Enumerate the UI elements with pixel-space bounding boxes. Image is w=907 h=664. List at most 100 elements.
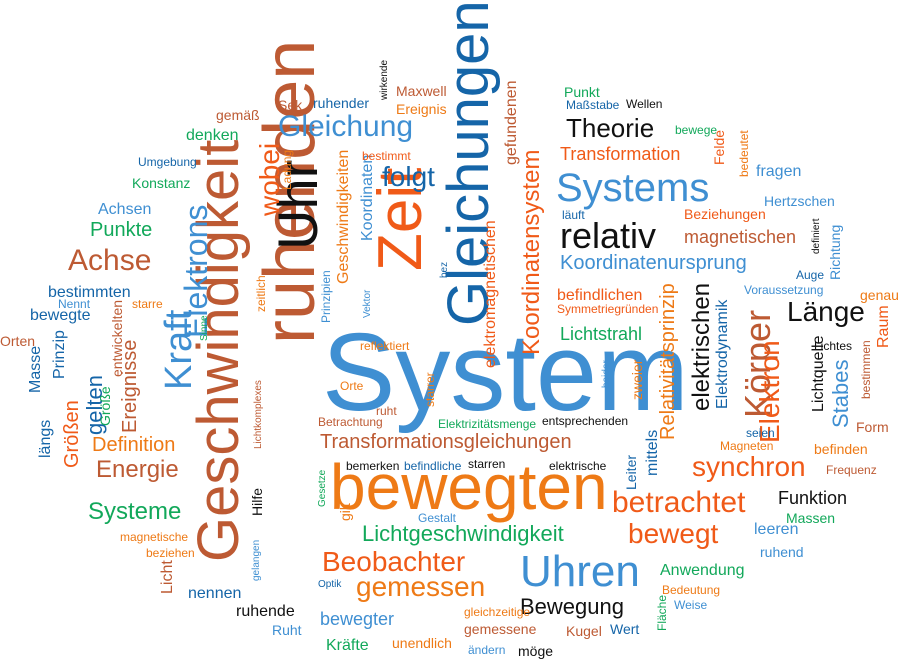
word-bestimmen: bestimmen [859,340,873,399]
word-gilt: gilt [337,502,353,521]
word-ruhende: ruhende [236,603,295,620]
word-zeitlich: zeitlich [254,274,268,312]
word-betrachtung: Betrachtung [318,415,383,429]
word-entwickelten: entwickelten [109,299,125,378]
word-bez: bez [439,261,450,279]
word-groessen: Größen [61,399,83,468]
word-magneten: Magneten [720,439,774,453]
word-beider: beider [601,359,612,388]
word-bestimmten: bestimmten [48,284,131,301]
word-punkt: Punkt [564,84,600,100]
word-wert: Wert [610,621,640,637]
word-lichtkomplexes: Lichtkomplexes [253,379,264,449]
word-reflektiert: reflektiert [360,339,410,353]
word-starren: starren [468,457,506,471]
word-beziehungen: Beziehungen [684,206,766,222]
word-ruht-capital: Ruht [272,622,302,638]
word-massstabe: Maßstabe [566,98,620,112]
word-bedeutet: bedeutet [737,129,751,177]
word-orten: Orten [0,333,36,349]
word-starrer: starrer [423,371,437,407]
word-gemaess: gemäß [216,107,260,123]
word-bewegter: bewegter [320,609,395,629]
word-bewegte: bewegte [30,307,91,324]
word-achse: Achse [68,244,152,277]
word-wirkende: wirkende [379,59,390,101]
word-ruhender: ruhender [313,95,370,111]
word-genau: genau [860,287,899,303]
word-laengs: längs [37,420,54,459]
word-betrachtet: betrachtet [612,486,746,519]
word-weise: Weise [674,598,708,612]
word-koordinatensystem: Koordinatensystem [518,149,545,356]
word-beziehen: beziehen [146,546,195,560]
word-fragen: fragen [756,163,802,180]
word-richtung: Richtung [827,224,843,281]
word-elektrizitaetsmenge: Elektrizitätsmenge [438,417,537,431]
word-punkte: Punkte [90,219,153,241]
word-orte: Orte [340,379,364,393]
word-synchron: synchron [692,451,806,482]
word-ladung: Ladung [280,149,294,191]
word-raum: Raum [875,304,892,348]
word-ruht: ruht [376,404,397,418]
word-systeme: Systeme [88,498,182,525]
word-hilfe: Hilfe [249,487,265,516]
word-befindlichen: befindlichen [557,287,643,304]
word-unendlich: unendlich [392,635,452,651]
word-kraefte: Kräfte [326,637,369,654]
word-frequenz: Frequenz [826,463,877,477]
word-optik: Optik [318,579,342,590]
word-groesse: Größe [97,385,113,426]
word-magnetische: magnetische [120,530,189,544]
word-befindliche: befindliche [404,459,462,473]
word-lichtgeschwindigkeit: Lichtgeschwindigkeit [362,521,564,546]
word-laenge: Länge [787,296,865,327]
word-gemessene: gemessene [464,621,537,637]
word-lichtstrahl: Lichtstrahl [560,324,643,344]
word-kugel: Kugel [566,623,602,639]
word-konstanz: Konstanz [132,175,191,191]
word-bewegung: Bewegung [520,594,624,619]
word-maxwell: Maxwell [396,83,447,99]
word-bemerken: bemerken [346,459,400,473]
word-entsprechenden: entsprechenden [542,414,629,428]
word-leiter: Leiter [623,454,639,491]
word-sek: Sek [278,97,303,113]
word-definiert: definiert [811,217,822,254]
word-relativ: relativ [560,215,657,256]
word-system: System [322,311,689,434]
word-stabes: Stabes [828,359,853,429]
word-magnetischen: magnetischen [684,227,797,247]
word-koordinaten: Koordinaten [359,154,376,242]
word-felde: Felde [711,129,727,166]
word-massen: Massen [786,510,836,526]
word-symmetriegruenden: Symmetriegründen [557,302,659,316]
word-prinzip: Prinzip [51,330,68,379]
word-seien: seien [746,426,775,440]
word-denken: denken [186,127,239,144]
word-gefundenen: gefundenen [503,80,520,165]
word-leeren: leeren [754,521,799,538]
word-ruhend: ruhend [760,544,804,560]
word-starre: starre [132,297,163,311]
word-theorie: Theorie [566,113,655,143]
word-elektrische: elektrische [549,459,607,473]
word-gleichung: Gleichung [278,110,414,143]
word-lichtes: Lichtes [814,339,853,353]
word-systems: Systems [556,166,710,210]
word-sinne: Sinne [199,314,210,341]
word-gleichzeitige: gleichzeitige [464,605,531,619]
word-prinzipien: Prinzipien [319,269,333,323]
word-bestimmt: bestimmt [362,149,411,163]
word-hertzschen: Hertzschen [764,193,835,209]
word-anwendung: Anwendung [660,562,745,579]
word-voraussetzung: Voraussetzung [744,283,824,297]
word-elektrodynamik: Elektrodynamik [714,300,731,410]
word-elektromagnetischen: elektromagnetischen [482,220,499,368]
word-zweier: zweier [629,359,645,401]
word-befinden: befinden [814,441,868,457]
word-ereignis: Ereignis [396,101,447,117]
word-achsen: Achsen [98,201,152,218]
